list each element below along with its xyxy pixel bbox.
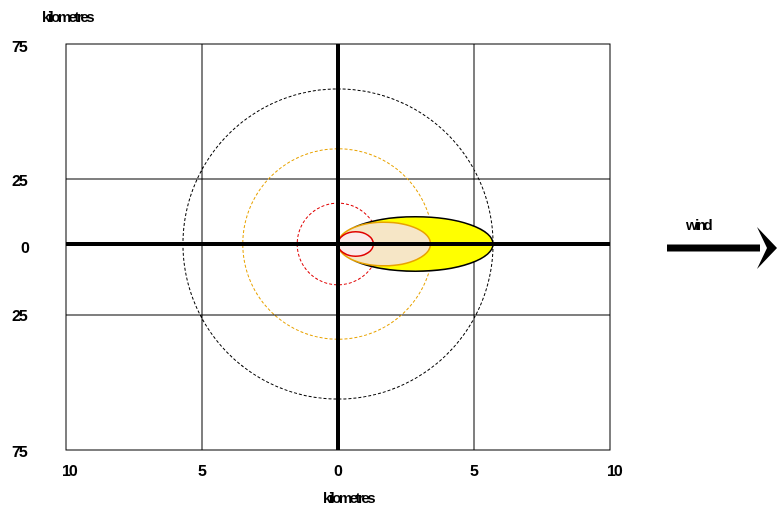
y-tick-label: 0 [21,240,30,257]
x-tick-label: 10 [607,463,623,480]
y-tick-label: 75 [12,39,28,56]
wind-label: wind [685,217,712,234]
y-tick-label: 75 [12,444,28,461]
x-tick-label: 5 [470,463,479,480]
x-tick-label: 0 [334,463,343,480]
y-tick-label: 25 [12,308,28,325]
x-axis-title: kilometres [323,490,375,507]
y-axis-title: kilometres [42,9,94,26]
x-tick-label: 10 [62,463,78,480]
x-tick-label: 5 [198,463,207,480]
y-tick-label: 25 [12,173,28,190]
